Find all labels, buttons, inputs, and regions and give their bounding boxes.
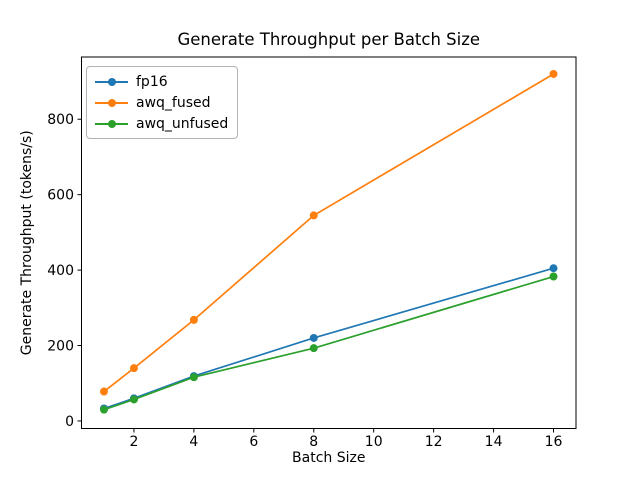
data-point-awq_unfused <box>309 344 318 353</box>
data-point-awq_fused <box>129 364 138 373</box>
y-tick-label: 600 <box>47 188 74 204</box>
legend-line-marker-icon <box>95 72 128 91</box>
data-point-awq_unfused <box>549 272 558 281</box>
data-point-fp16 <box>549 264 558 273</box>
legend-item-awq_unfused: awq_unfused <box>95 114 228 133</box>
data-point-awq_fused <box>309 211 318 220</box>
x-tick-label: 14 <box>485 434 503 450</box>
x-tick-label: 10 <box>365 434 383 450</box>
y-tick-label: 0 <box>65 414 74 430</box>
y-tick-label: 200 <box>47 339 74 355</box>
x-tick-label: 2 <box>129 434 138 450</box>
y-axis-label: Generate Throughput (tokens/s) <box>19 130 35 355</box>
legend-item-awq_fused: awq_fused <box>95 93 228 112</box>
data-point-awq_fused <box>189 315 198 324</box>
data-point-awq_fused <box>99 387 108 396</box>
legend-label: awq_fused <box>136 94 211 111</box>
legend-label: fp16 <box>136 73 168 90</box>
legend-label: awq_unfused <box>136 115 229 132</box>
chart-title: Generate Throughput per Batch Size <box>177 30 480 49</box>
legend-line-marker-icon <box>95 114 128 133</box>
x-tick-label: 16 <box>545 434 563 450</box>
data-point-awq_unfused <box>99 405 108 414</box>
axes-spines <box>81 56 577 429</box>
x-tick-label: 8 <box>309 434 318 450</box>
data-point-awq_unfused <box>189 373 198 382</box>
x-axis-label: Batch Size <box>292 450 365 466</box>
x-tick-label: 6 <box>249 434 258 450</box>
data-point-awq_unfused <box>129 395 138 404</box>
y-tick-label: 400 <box>47 263 74 279</box>
legend-item-fp16: fp16 <box>95 72 228 91</box>
data-point-fp16 <box>309 333 318 342</box>
legend-line-marker-icon <box>95 93 128 112</box>
data-point-awq_fused <box>549 69 558 78</box>
x-tick-label: 12 <box>425 434 443 450</box>
series-line-awq_unfused <box>103 275 554 411</box>
x-tick-label: 4 <box>189 434 198 450</box>
y-tick-label: 800 <box>47 112 74 128</box>
legend: fp16 awq_fused awq_unfused <box>86 66 239 139</box>
